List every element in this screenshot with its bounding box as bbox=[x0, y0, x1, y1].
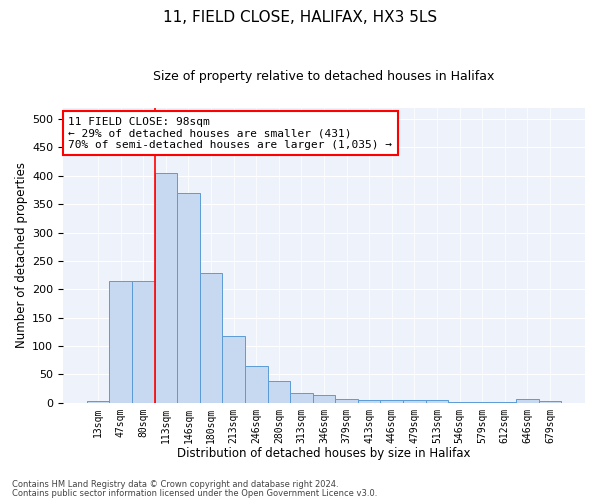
Bar bbox=[516, 400, 539, 402]
Text: 11, FIELD CLOSE, HALIFAX, HX3 5LS: 11, FIELD CLOSE, HALIFAX, HX3 5LS bbox=[163, 10, 437, 25]
Bar bbox=[200, 274, 223, 402]
Bar bbox=[335, 399, 358, 402]
Text: Contains public sector information licensed under the Open Government Licence v3: Contains public sector information licen… bbox=[12, 489, 377, 498]
X-axis label: Distribution of detached houses by size in Halifax: Distribution of detached houses by size … bbox=[177, 447, 471, 460]
Bar bbox=[268, 381, 290, 402]
Bar bbox=[313, 396, 335, 402]
Title: Size of property relative to detached houses in Halifax: Size of property relative to detached ho… bbox=[154, 70, 494, 83]
Bar bbox=[380, 400, 403, 402]
Bar bbox=[290, 392, 313, 402]
Bar bbox=[109, 281, 132, 402]
Text: 11 FIELD CLOSE: 98sqm
← 29% of detached houses are smaller (431)
70% of semi-det: 11 FIELD CLOSE: 98sqm ← 29% of detached … bbox=[68, 116, 392, 150]
Bar bbox=[358, 400, 380, 402]
Bar bbox=[245, 366, 268, 403]
Bar bbox=[539, 401, 561, 402]
Bar bbox=[132, 281, 155, 402]
Bar bbox=[87, 401, 109, 402]
Text: Contains HM Land Registry data © Crown copyright and database right 2024.: Contains HM Land Registry data © Crown c… bbox=[12, 480, 338, 489]
Bar bbox=[223, 336, 245, 402]
Bar bbox=[403, 400, 425, 402]
Bar bbox=[177, 193, 200, 402]
Bar bbox=[155, 173, 177, 402]
Bar bbox=[425, 400, 448, 402]
Y-axis label: Number of detached properties: Number of detached properties bbox=[15, 162, 28, 348]
